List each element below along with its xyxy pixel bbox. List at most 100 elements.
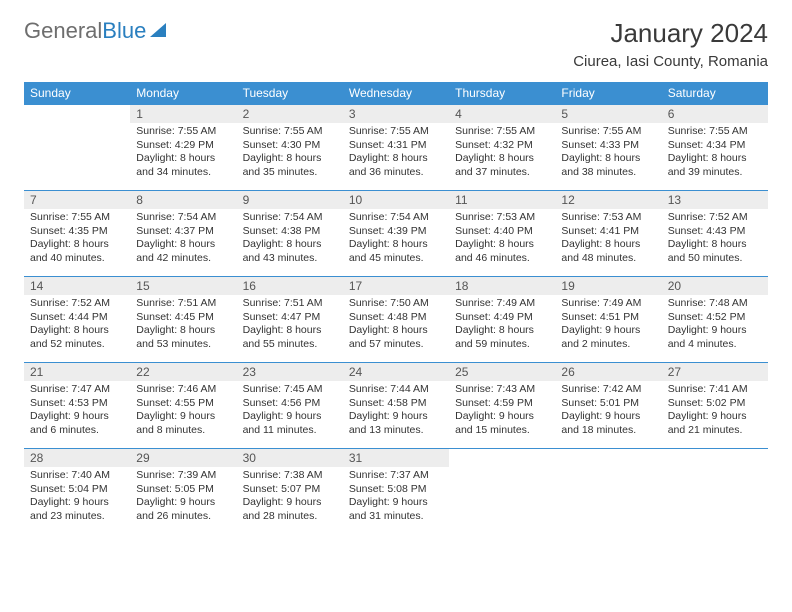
calendar-day-cell: 9Sunrise: 7:54 AMSunset: 4:38 PMDaylight…: [237, 191, 343, 277]
day-number: 31: [343, 449, 449, 467]
day-details: Sunrise: 7:47 AMSunset: 4:53 PMDaylight:…: [24, 381, 130, 442]
day-details: Sunrise: 7:50 AMSunset: 4:48 PMDaylight:…: [343, 295, 449, 356]
day-details: Sunrise: 7:51 AMSunset: 4:47 PMDaylight:…: [237, 295, 343, 356]
calendar-day-cell: 29Sunrise: 7:39 AMSunset: 5:05 PMDayligh…: [130, 449, 236, 535]
daylight-line: Daylight: 8 hours and 42 minutes.: [136, 238, 230, 265]
sunset-line: Sunset: 4:30 PM: [243, 139, 337, 153]
daylight-line: Daylight: 9 hours and 11 minutes.: [243, 410, 337, 437]
sunset-line: Sunset: 4:43 PM: [668, 225, 762, 239]
sunset-line: Sunset: 4:35 PM: [30, 225, 124, 239]
calendar-table: SundayMondayTuesdayWednesdayThursdayFrid…: [24, 82, 768, 535]
sunrise-line: Sunrise: 7:52 AM: [30, 297, 124, 311]
page-header: GeneralBlue January 2024 Ciurea, Iasi Co…: [24, 18, 768, 70]
day-details: Sunrise: 7:55 AMSunset: 4:30 PMDaylight:…: [237, 123, 343, 184]
day-number: 29: [130, 449, 236, 467]
day-number: 27: [662, 363, 768, 381]
day-number: 19: [555, 277, 661, 295]
sunrise-line: Sunrise: 7:49 AM: [561, 297, 655, 311]
sunset-line: Sunset: 5:08 PM: [349, 483, 443, 497]
day-details: Sunrise: 7:53 AMSunset: 4:41 PMDaylight:…: [555, 209, 661, 270]
sunrise-line: Sunrise: 7:46 AM: [136, 383, 230, 397]
sunrise-line: Sunrise: 7:53 AM: [561, 211, 655, 225]
sunset-line: Sunset: 4:40 PM: [455, 225, 549, 239]
day-details: Sunrise: 7:41 AMSunset: 5:02 PMDaylight:…: [662, 381, 768, 442]
sunset-line: Sunset: 5:05 PM: [136, 483, 230, 497]
daylight-line: Daylight: 9 hours and 23 minutes.: [30, 496, 124, 523]
day-details: Sunrise: 7:55 AMSunset: 4:29 PMDaylight:…: [130, 123, 236, 184]
sunrise-line: Sunrise: 7:52 AM: [668, 211, 762, 225]
day-details: Sunrise: 7:52 AMSunset: 4:43 PMDaylight:…: [662, 209, 768, 270]
day-details: Sunrise: 7:43 AMSunset: 4:59 PMDaylight:…: [449, 381, 555, 442]
sunrise-line: Sunrise: 7:43 AM: [455, 383, 549, 397]
day-details: Sunrise: 7:42 AMSunset: 5:01 PMDaylight:…: [555, 381, 661, 442]
calendar-day-cell: [662, 449, 768, 535]
sunset-line: Sunset: 5:07 PM: [243, 483, 337, 497]
calendar-day-cell: 1Sunrise: 7:55 AMSunset: 4:29 PMDaylight…: [130, 105, 236, 191]
calendar-day-cell: [555, 449, 661, 535]
weekday-header: Sunday: [24, 82, 130, 105]
calendar-day-cell: 19Sunrise: 7:49 AMSunset: 4:51 PMDayligh…: [555, 277, 661, 363]
sunrise-line: Sunrise: 7:41 AM: [668, 383, 762, 397]
day-details: Sunrise: 7:54 AMSunset: 4:38 PMDaylight:…: [237, 209, 343, 270]
sunrise-line: Sunrise: 7:47 AM: [30, 383, 124, 397]
sunset-line: Sunset: 5:02 PM: [668, 397, 762, 411]
sunrise-line: Sunrise: 7:55 AM: [243, 125, 337, 139]
sunset-line: Sunset: 4:31 PM: [349, 139, 443, 153]
day-number: 28: [24, 449, 130, 467]
sunset-line: Sunset: 5:01 PM: [561, 397, 655, 411]
weekday-header: Friday: [555, 82, 661, 105]
day-number: 4: [449, 105, 555, 123]
calendar-week-row: 7 Sunrise: 7:55 AMSunset: 4:35 PM Daylight…: [24, 191, 768, 277]
calendar-day-cell: 23Sunrise: 7:45 AMSunset: 4:56 PMDayligh…: [237, 363, 343, 449]
calendar-day-cell: 11Sunrise: 7:53 AMSunset: 4:40 PMDayligh…: [449, 191, 555, 277]
day-details: Sunrise: 7:55 AMSunset: 4:31 PMDaylight:…: [343, 123, 449, 184]
sunrise-line: Sunrise: 7:54 AM: [243, 211, 337, 225]
daylight-line: Daylight: 8 hours and 39 minutes.: [668, 152, 762, 179]
sunrise-line: Sunrise: 7:55 AM: [30, 211, 124, 225]
day-details: Sunrise: 7:48 AMSunset: 4:52 PMDaylight:…: [662, 295, 768, 356]
day-details: Sunrise: 7:37 AMSunset: 5:08 PMDaylight:…: [343, 467, 449, 528]
day-details: Sunrise: 7:46 AMSunset: 4:55 PMDaylight:…: [130, 381, 236, 442]
calendar-week-row: 1Sunrise: 7:55 AMSunset: 4:29 PMDaylight…: [24, 105, 768, 191]
sunrise-line: Sunrise: 7:38 AM: [243, 469, 337, 483]
calendar-body: 1Sunrise: 7:55 AMSunset: 4:29 PMDaylight…: [24, 105, 768, 535]
day-details: Sunrise: 7:55 AMSunset: 4:34 PMDaylight:…: [662, 123, 768, 184]
sunset-line: Sunset: 4:44 PM: [30, 311, 124, 325]
weekday-header: Saturday: [662, 82, 768, 105]
day-details: Sunrise: 7:45 AMSunset: 4:56 PMDaylight:…: [237, 381, 343, 442]
sunrise-line: Sunrise: 7:49 AM: [455, 297, 549, 311]
calendar-day-cell: 15Sunrise: 7:51 AMSunset: 4:45 PMDayligh…: [130, 277, 236, 363]
calendar-day-cell: 24Sunrise: 7:44 AMSunset: 4:58 PMDayligh…: [343, 363, 449, 449]
logo-text-general: General: [24, 18, 102, 44]
calendar-day-cell: 17Sunrise: 7:50 AMSunset: 4:48 PMDayligh…: [343, 277, 449, 363]
day-details: Sunrise: 7:51 AMSunset: 4:45 PMDaylight:…: [130, 295, 236, 356]
daylight-line: Daylight: 8 hours and 50 minutes.: [668, 238, 762, 265]
sunset-line: Sunset: 4:53 PM: [30, 397, 124, 411]
day-details: Sunrise: 7:49 AMSunset: 4:51 PMDaylight:…: [555, 295, 661, 356]
sunset-line: Sunset: 4:33 PM: [561, 139, 655, 153]
daylight-line: Daylight: 9 hours and 21 minutes.: [668, 410, 762, 437]
day-number: 6: [662, 105, 768, 123]
logo-text-blue: Blue: [102, 18, 146, 44]
sunset-line: Sunset: 4:47 PM: [243, 311, 337, 325]
calendar-week-row: 14Sunrise: 7:52 AMSunset: 4:44 PMDayligh…: [24, 277, 768, 363]
sunrise-line: Sunrise: 7:55 AM: [136, 125, 230, 139]
sunrise-line: Sunrise: 7:39 AM: [136, 469, 230, 483]
daylight-line: Daylight: 9 hours and 8 minutes.: [136, 410, 230, 437]
day-number: 11: [449, 191, 555, 209]
calendar-day-cell: 26Sunrise: 7:42 AMSunset: 5:01 PMDayligh…: [555, 363, 661, 449]
day-details: Sunrise: 7:49 AMSunset: 4:49 PMDaylight:…: [449, 295, 555, 356]
day-details: Sunrise: 7:54 AMSunset: 4:39 PMDaylight:…: [343, 209, 449, 270]
title-block: January 2024 Ciurea, Iasi County, Romani…: [573, 18, 768, 70]
day-number: 5: [555, 105, 661, 123]
calendar-day-cell: 20Sunrise: 7:48 AMSunset: 4:52 PMDayligh…: [662, 277, 768, 363]
day-number: 21: [24, 363, 130, 381]
sunrise-line: Sunrise: 7:55 AM: [561, 125, 655, 139]
sunset-line: Sunset: 4:52 PM: [668, 311, 762, 325]
sunrise-line: Sunrise: 7:55 AM: [668, 125, 762, 139]
sunset-line: Sunset: 4:34 PM: [668, 139, 762, 153]
sunrise-line: Sunrise: 7:37 AM: [349, 469, 443, 483]
calendar-day-cell: 8Sunrise: 7:54 AMSunset: 4:37 PMDaylight…: [130, 191, 236, 277]
day-number: 24: [343, 363, 449, 381]
day-number: 7: [24, 191, 130, 209]
